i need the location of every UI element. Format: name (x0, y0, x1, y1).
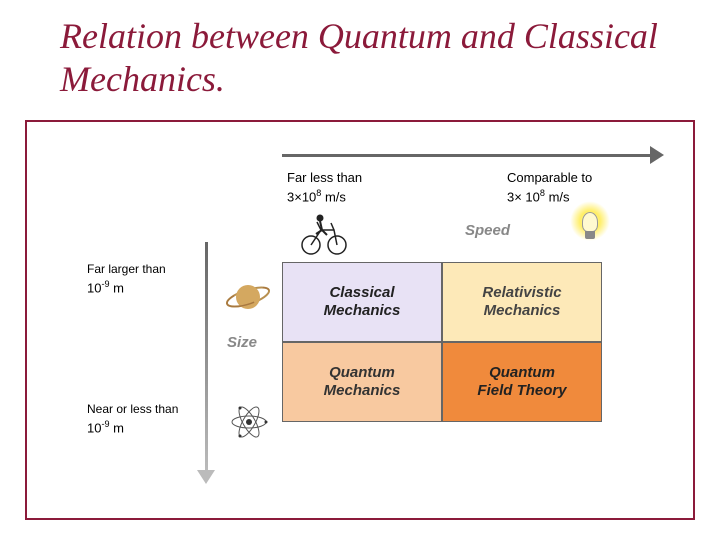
size-large-label: Far larger than 10-9 m (87, 262, 187, 295)
mechanics-grid: ClassicalMechanics RelativisticMechanics… (282, 262, 602, 422)
lightbulb-icon (565, 198, 615, 248)
bicycle-icon (299, 210, 349, 255)
atom-icon (229, 402, 269, 442)
speed-axis-arrow (282, 154, 652, 157)
qft-label: QuantumField Theory (477, 364, 566, 400)
size-small-formula: 10-9 m (87, 419, 187, 435)
speed-low-label: Far less than 3×108 m/s (287, 170, 362, 204)
speed-axis-label: Speed (465, 222, 510, 239)
quantum-mechanics-cell: QuantumMechanics (282, 342, 442, 422)
page-title: Relation between Quantum and Classical M… (0, 0, 720, 111)
size-axis-label: Size (227, 334, 257, 351)
saturn-icon (225, 277, 271, 317)
size-axis-arrow (205, 242, 208, 472)
classical-mechanics-cell: ClassicalMechanics (282, 262, 442, 342)
speed-low-text: Far less than (287, 170, 362, 185)
quantum-label: QuantumMechanics (324, 364, 401, 400)
size-large-formula: 10-9 m (87, 279, 187, 295)
relativistic-mechanics-cell: RelativisticMechanics (442, 262, 602, 342)
size-small-label: Near or less than 10-9 m (87, 402, 187, 435)
speed-high-text: Comparable to (507, 170, 592, 185)
size-large-text: Far larger than (87, 262, 187, 276)
classical-label: ClassicalMechanics (324, 284, 401, 320)
physics-domain-diagram: Far less than 3×108 m/s Comparable to 3×… (87, 142, 663, 498)
size-small-text: Near or less than (87, 402, 187, 416)
qft-cell: QuantumField Theory (442, 342, 602, 422)
speed-low-formula: 3×108 m/s (287, 188, 362, 204)
relativistic-label: RelativisticMechanics (482, 284, 561, 320)
diagram-frame: Far less than 3×108 m/s Comparable to 3×… (25, 120, 695, 520)
